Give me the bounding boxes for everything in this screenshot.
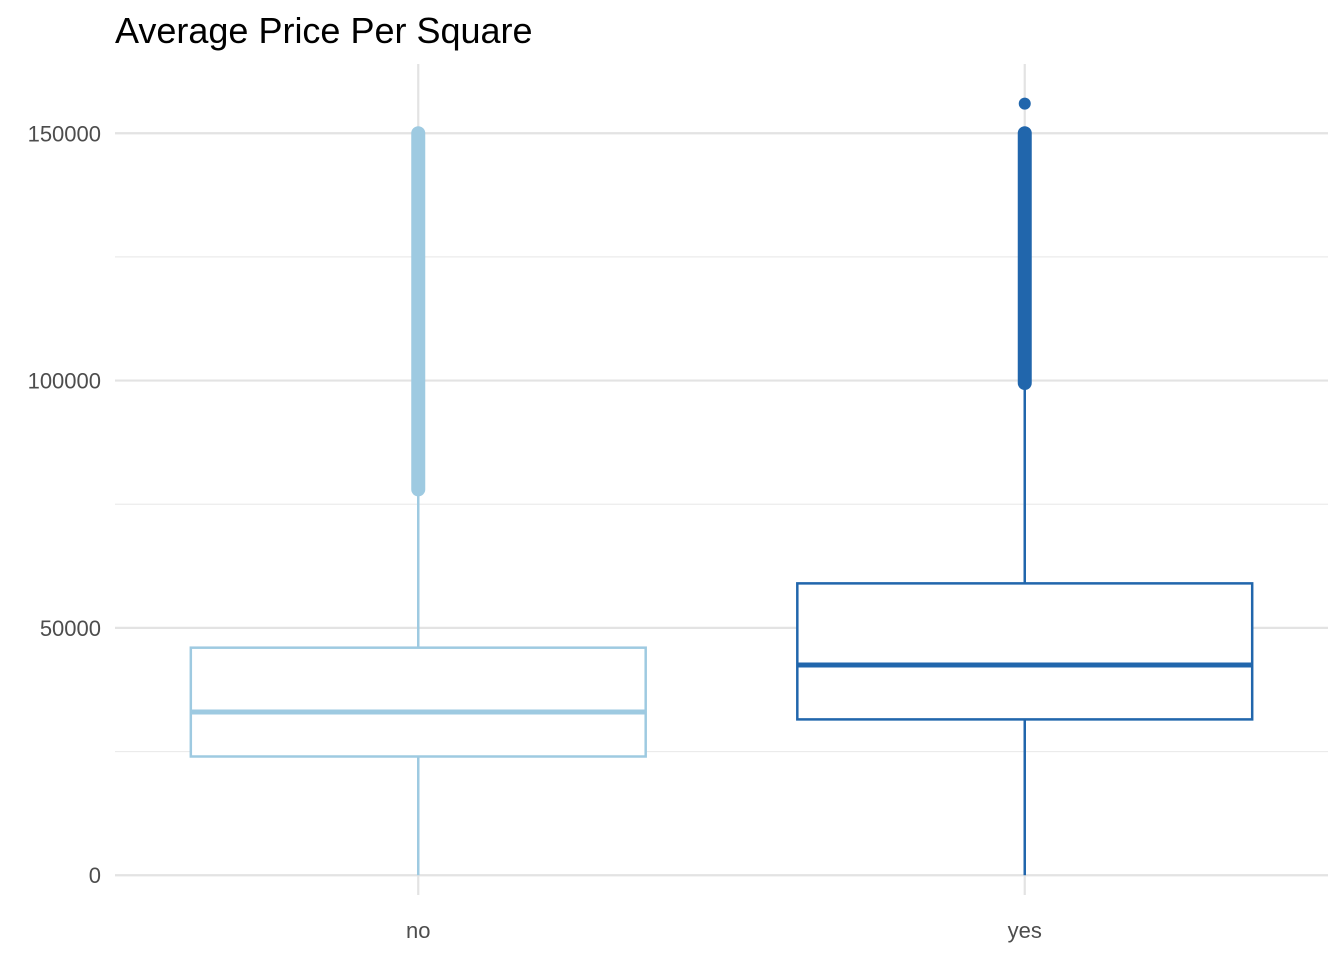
y-tick-label: 100000 <box>28 369 101 394</box>
x-tick-label: yes <box>1008 918 1042 943</box>
y-tick-label: 0 <box>89 863 101 888</box>
x-tick-label: no <box>406 918 430 943</box>
outlier-point <box>1018 97 1031 110</box>
y-tick-label: 150000 <box>28 121 101 146</box>
box-iqr <box>796 582 1254 721</box>
y-tick-label: 50000 <box>40 616 101 641</box>
chart-title: Average Price Per Square <box>115 10 533 51</box>
box-iqr <box>189 646 647 758</box>
